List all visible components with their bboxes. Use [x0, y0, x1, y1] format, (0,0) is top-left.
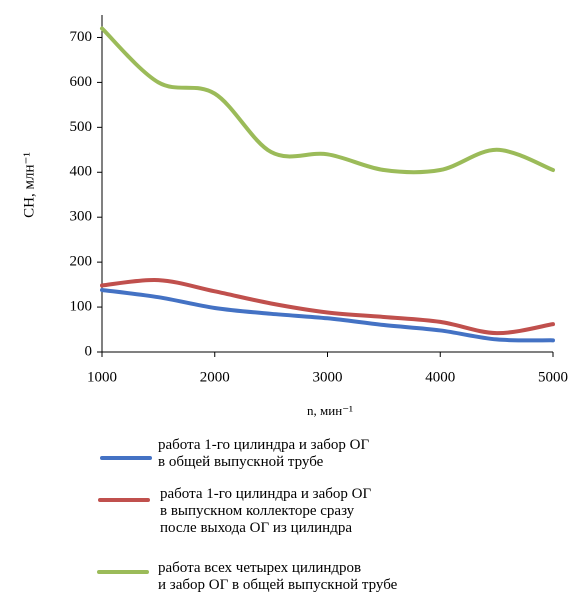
- x-tick-label: 5000: [538, 369, 568, 385]
- x-axis-label: n, мин⁻¹: [307, 403, 353, 418]
- legend-swatch: [100, 456, 152, 460]
- legend-swatch: [98, 498, 150, 502]
- legend-label: работа всех четырех цилиндров и забор ОГ…: [158, 560, 398, 593]
- y-tick-label: 500: [70, 119, 93, 135]
- x-tick-label: 4000: [425, 369, 455, 385]
- legend-swatch: [97, 570, 149, 574]
- y-tick-label: 700: [70, 29, 93, 45]
- x-tick-label: 2000: [200, 369, 230, 385]
- x-tick-label: 3000: [313, 369, 343, 385]
- y-tick-label: 200: [70, 254, 93, 270]
- y-tick-label: 100: [70, 299, 93, 315]
- y-axis-label: СН, млн⁻¹: [21, 152, 37, 218]
- y-tick-label: 600: [70, 74, 93, 90]
- y-tick-label: 300: [70, 209, 93, 225]
- legend-label: работа 1-го цилиндра и забор ОГ в выпуск…: [160, 486, 372, 536]
- series-line: [100, 287, 555, 343]
- series-line: [100, 278, 555, 336]
- y-tick-label: 0: [85, 343, 93, 359]
- series-line: [100, 26, 555, 175]
- x-tick-label: 1000: [87, 369, 117, 385]
- y-tick-label: 400: [70, 164, 93, 180]
- legend-label: работа 1-го цилиндра и забор ОГ в общей …: [158, 437, 370, 470]
